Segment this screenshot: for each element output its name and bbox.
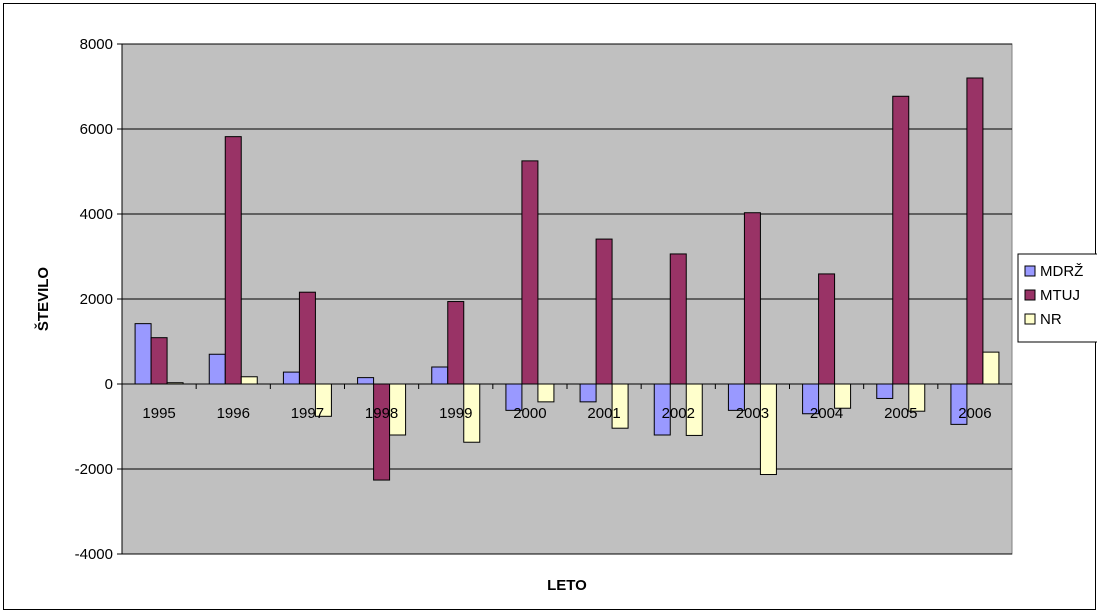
x-tick-label: 2002 xyxy=(662,405,695,422)
bar-mtuj-1998 xyxy=(373,383,391,481)
x-tick-label: 1997 xyxy=(291,405,324,422)
bar-mdrz-1999 xyxy=(431,366,449,385)
y-tick-label: 4000 xyxy=(80,206,113,223)
bar-mdrz-2001 xyxy=(579,383,597,403)
bar-mtuj-1999 xyxy=(447,301,465,385)
x-tick-label: 2005 xyxy=(884,405,917,422)
chart-frame: -4000 -2000 0 2000 4000 6000 8000 1995 1996 1997… xyxy=(3,3,1097,610)
bar-mtuj-2003 xyxy=(743,212,761,385)
legend: MDRŽ MTUJ NR xyxy=(1017,253,1097,343)
bar-mdrz-1995 xyxy=(134,323,152,385)
bar-mdrz-2005 xyxy=(876,383,894,399)
grid-lines xyxy=(117,43,1012,555)
x-axis-title: LETO xyxy=(547,577,587,594)
x-tick-label: 2000 xyxy=(513,405,546,422)
legend-label-mdrz: MDRŽ xyxy=(1040,263,1083,280)
x-tick-label: 1999 xyxy=(439,405,472,422)
y-axis-title: ŠTEVILO xyxy=(34,267,52,332)
bar-mtuj-2000 xyxy=(521,160,539,385)
y-tick-label: 2000 xyxy=(80,291,113,308)
x-tick-label: 1995 xyxy=(142,405,175,422)
legend-swatch-mtuj xyxy=(1024,289,1036,301)
y-tick-label: -4000 xyxy=(75,546,113,563)
x-tick-label: 2004 xyxy=(810,405,843,422)
chart-svg: -4000 -2000 0 2000 4000 6000 8000 1995 1996 1997… xyxy=(34,36,1097,594)
bar-mtuj-1996 xyxy=(224,136,242,385)
y-tick-label: 6000 xyxy=(80,121,113,138)
bar-nr-1996 xyxy=(240,376,258,385)
bar-mdrz-1998 xyxy=(357,377,375,385)
bar-mtuj-2006 xyxy=(966,77,984,385)
legend-swatch-nr xyxy=(1024,313,1036,325)
legend-label-mtuj: MTUJ xyxy=(1040,287,1080,304)
x-tick-label: 1996 xyxy=(217,405,250,422)
bar-mtuj-2001 xyxy=(595,238,613,385)
bar-mtuj-1997 xyxy=(298,291,316,385)
bar-mtuj-2002 xyxy=(669,253,687,385)
bars xyxy=(134,77,1000,481)
bar-mtuj-2004 xyxy=(818,273,836,385)
legend-swatch-mdrz xyxy=(1024,265,1036,277)
bar-mtuj-2005 xyxy=(892,95,910,385)
x-tick-label: 2003 xyxy=(736,405,769,422)
bar-nr-2006 xyxy=(982,351,1000,385)
x-tick-labels: 1995 1996 1997 1998 1999 2000 2001 2002 2003 2004… xyxy=(142,405,991,422)
y-tick-labels: -4000 -2000 0 2000 4000 6000 8000 xyxy=(75,36,113,563)
bar-nr-2000 xyxy=(537,383,555,403)
x-tick-label: 1998 xyxy=(365,405,398,422)
x-tick-label: 2006 xyxy=(958,405,991,422)
bar-mdrz-1996 xyxy=(208,353,226,385)
bar-mdrz-1997 xyxy=(282,371,300,385)
legend-label-nr: NR xyxy=(1040,311,1062,328)
bar-mtuj-1995 xyxy=(150,337,168,385)
y-tick-label: -2000 xyxy=(75,461,113,478)
bar-nr-2003 xyxy=(759,383,777,476)
y-tick-label: 8000 xyxy=(80,36,113,53)
y-tick-label: 0 xyxy=(105,376,113,393)
x-tick-label: 2001 xyxy=(587,405,620,422)
